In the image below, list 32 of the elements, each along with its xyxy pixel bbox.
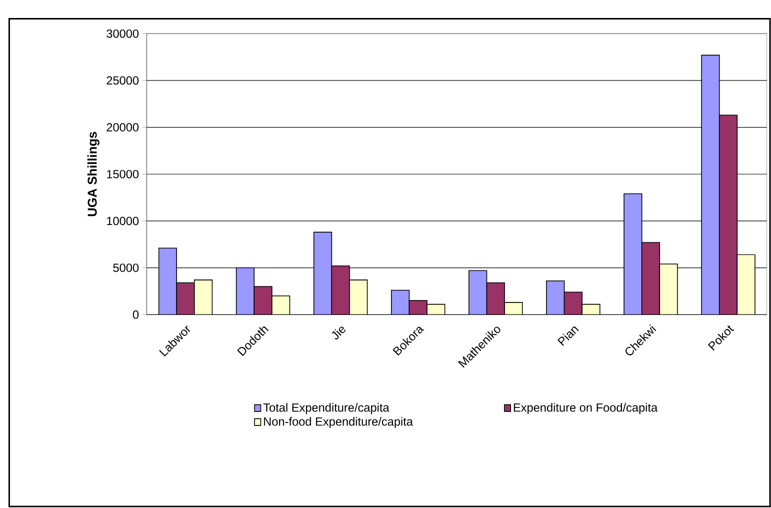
bar xyxy=(718,114,738,315)
legend-label: Non-food Expenditure/capita xyxy=(264,417,413,428)
bar xyxy=(660,264,678,315)
bar xyxy=(642,242,660,315)
legend-label: Expenditure on Food/capita xyxy=(514,403,658,414)
y-tick-label: 10000 xyxy=(107,217,139,226)
y-tick-label: 0 xyxy=(132,310,139,320)
bar xyxy=(314,232,332,315)
bar xyxy=(468,270,487,315)
bar xyxy=(176,283,194,315)
bar xyxy=(701,55,720,315)
y-tick-label: 5000 xyxy=(113,264,139,272)
y-tick-label: 20000 xyxy=(106,123,139,132)
bar xyxy=(391,290,410,315)
bar xyxy=(349,280,368,315)
bar xyxy=(158,248,177,315)
bar xyxy=(486,283,505,315)
bar xyxy=(546,281,564,315)
y-tick-label: 30000 xyxy=(106,30,139,38)
bar xyxy=(736,254,756,315)
x-tick-label: Pian xyxy=(557,326,579,346)
bar xyxy=(624,194,642,315)
y-tick-label: 25000 xyxy=(106,76,139,85)
y-axis-title: UGA Shillings xyxy=(87,132,100,216)
bar xyxy=(332,266,350,315)
bar xyxy=(254,286,272,315)
bar xyxy=(194,280,212,315)
x-tick-label: Jie xyxy=(332,326,346,340)
bar xyxy=(236,268,254,315)
legend-label: Total Expenditure/capita xyxy=(263,403,390,414)
y-tick-label: 15000 xyxy=(107,170,139,179)
bar xyxy=(564,292,582,315)
